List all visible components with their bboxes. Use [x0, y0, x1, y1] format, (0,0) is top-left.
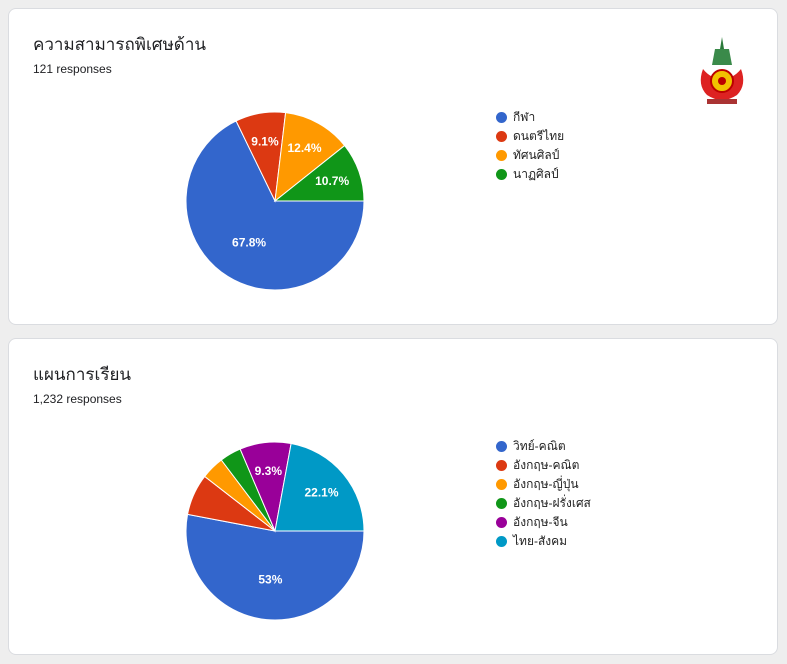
legend-item[interactable]: อังกฤษ-ฝรั่งเศส — [496, 494, 591, 513]
slice-label: 9.3% — [255, 464, 283, 478]
legend-label: ดนตรีไทย — [513, 129, 565, 143]
pie-chart: 67.8% 9.1% 12.4% 10.7% — [185, 111, 365, 291]
chart-title: ความสามารถพิเศษด้าน — [33, 35, 206, 54]
chart-title: แผนการเรียน — [33, 365, 132, 384]
slice-label: 12.4% — [287, 141, 321, 155]
legend-item[interactable]: อังกฤษ-จีน — [496, 513, 591, 532]
pie-slice-5[interactable] — [274, 442, 365, 532]
legend-label: ไทย-สังคม — [513, 534, 568, 548]
pie-chart: 53% 9.3% 22.1% — [185, 441, 365, 621]
legend-label: อังกฤษ-คณิต — [513, 458, 580, 472]
legend-item[interactable]: ทัศนศิลป์ — [496, 146, 564, 165]
chart-legend: วิทย์-คณิตอังกฤษ-คณิตอังกฤษ-ญี่ปุ่นอังกฤ… — [496, 437, 591, 551]
legend-label: นาฏศิลป์ — [513, 167, 559, 181]
pie-slice-0[interactable] — [185, 513, 365, 621]
slice-label: 67.8% — [232, 235, 266, 249]
legend-label: อังกฤษ-ญี่ปุ่น — [513, 477, 579, 491]
pie-slice-2[interactable] — [274, 112, 346, 203]
legend-label: วิทย์-คณิต — [513, 439, 566, 453]
legend-label: กีฬา — [513, 110, 536, 124]
legend-dot-icon — [496, 131, 507, 142]
legend-dot-icon — [496, 536, 507, 547]
legend-label: ทัศนศิลป์ — [513, 148, 560, 162]
legend-item[interactable]: นาฏศิลป์ — [496, 165, 564, 184]
pie-slice-0[interactable] — [185, 120, 365, 291]
slice-label: 9.1% — [251, 134, 279, 148]
school-logo — [700, 37, 744, 104]
legend-item[interactable]: วิทย์-คณิต — [496, 437, 591, 456]
legend-dot-icon — [496, 498, 507, 509]
legend-dot-icon — [496, 169, 507, 180]
legend-dot-icon — [496, 460, 507, 471]
legend-dot-icon — [496, 517, 507, 528]
legend-item[interactable]: อังกฤษ-คณิต — [496, 456, 591, 475]
chart-card-special-ability: ความสามารถพิเศษด้าน 121 responses 67.8% 9… — [8, 8, 778, 325]
slice-label: 22.1% — [304, 485, 338, 499]
chart-legend: กีฬาดนตรีไทยทัศนศิลป์นาฏศิลป์ — [496, 108, 564, 184]
legend-dot-icon — [496, 112, 507, 123]
legend-label: อังกฤษ-ฝรั่งเศส — [513, 496, 591, 510]
legend-item[interactable]: ไทย-สังคม — [496, 532, 591, 551]
legend-dot-icon — [496, 479, 507, 490]
slice-label: 53% — [258, 573, 282, 587]
response-count: 1,232 responses — [33, 392, 122, 406]
legend-item[interactable]: ดนตรีไทย — [496, 127, 564, 146]
legend-dot-icon — [496, 441, 507, 452]
legend-item[interactable]: อังกฤษ-ญี่ปุ่น — [496, 475, 591, 494]
legend-label: อังกฤษ-จีน — [513, 515, 568, 529]
legend-item[interactable]: กีฬา — [496, 108, 564, 127]
legend-dot-icon — [496, 150, 507, 161]
chart-card-study-plan: แผนการเรียน 1,232 responses 53% 9.3% 22.1%… — [8, 338, 778, 655]
slice-label: 10.7% — [315, 174, 349, 188]
pie-slice-3[interactable] — [273, 144, 365, 202]
response-count: 121 responses — [33, 62, 112, 76]
